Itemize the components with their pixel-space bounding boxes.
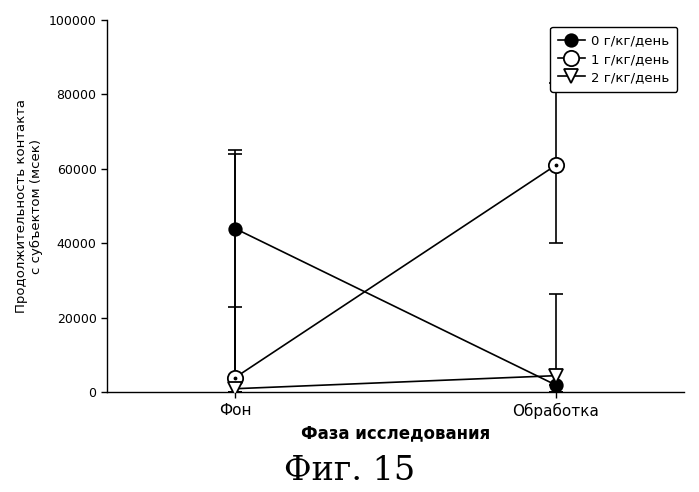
X-axis label: Фаза исследования: Фаза исследования bbox=[301, 425, 490, 443]
Text: Фиг. 15: Фиг. 15 bbox=[284, 455, 415, 487]
Y-axis label: Продолжительность контакта
с субъектом (мсек): Продолжительность контакта с субъектом (… bbox=[15, 99, 43, 313]
Legend: 0 г/кг/день, 1 г/кг/день, 2 г/кг/день: 0 г/кг/день, 1 г/кг/день, 2 г/кг/день bbox=[550, 27, 677, 92]
